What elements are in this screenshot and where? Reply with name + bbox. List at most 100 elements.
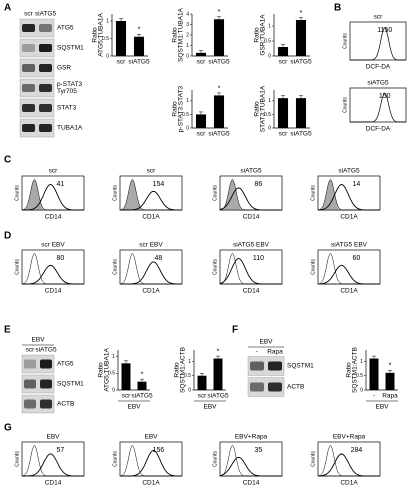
blot-band [40, 399, 52, 409]
sample-label: scr [49, 168, 59, 175]
row-label: p-STAT3 [57, 81, 82, 88]
blot-frame [19, 38, 55, 58]
x-tick-label: siATG5 [131, 393, 153, 400]
y-axis-label: Counts [112, 451, 118, 467]
y-axis-label: Ratio [346, 362, 353, 378]
y-axis-label: Counts [342, 97, 348, 113]
y-tick-label: 0.5 [102, 36, 109, 42]
blot-frame [19, 98, 55, 118]
group-label: EBV [203, 404, 217, 411]
bar [195, 52, 207, 56]
blot-band [22, 24, 35, 32]
histogram-curve [120, 450, 182, 477]
y-tick-label: 3 [186, 22, 189, 28]
mfi-value: 156 [153, 447, 165, 454]
row-label: TUBA1A [57, 125, 83, 132]
sample-label: siATG5 [240, 168, 262, 175]
row-label: SQSTM1 [57, 381, 84, 388]
y-tick-label: 1 [106, 18, 109, 24]
y-axis-label: Ratio [254, 27, 261, 43]
x-axis-label: CD1A [142, 288, 160, 295]
blot-frame [247, 356, 285, 376]
sample-label: EBV [46, 434, 60, 441]
y-axis-label: Counts [310, 185, 316, 201]
blot-band [40, 379, 52, 389]
blot-frame [19, 18, 55, 38]
blot-band [24, 399, 36, 409]
histogram-curve [350, 27, 406, 61]
y-tick-label: 1 [186, 98, 189, 104]
histogram-curve [22, 453, 84, 477]
sample-label: EBV [144, 434, 158, 441]
mfi-value: 14 [353, 181, 361, 188]
x-axis-label: DCF-DA [366, 64, 391, 71]
x-tick-label: scr [198, 393, 208, 400]
x-tick-label: scr [279, 59, 289, 66]
y-tick-label: 4 [186, 11, 189, 17]
y-axis-label: Ratio [172, 101, 179, 117]
y-axis-label: Ratio [254, 101, 261, 117]
panel-letter: G [4, 423, 12, 434]
row-label: Tyr705 [57, 88, 77, 95]
x-tick-label: - [373, 393, 375, 400]
y-axis-label: Counts [112, 259, 118, 275]
histogram-frame [349, 21, 407, 61]
blot-frame [19, 58, 55, 78]
x-axis-label: CD14 [45, 214, 62, 221]
y-tick-label: 1 [112, 354, 115, 360]
mfi-value: 57 [57, 447, 65, 454]
bar [133, 36, 145, 56]
blot-band [22, 84, 35, 92]
y-axis-label: Ratio [92, 27, 99, 43]
lane-label: scr [26, 347, 36, 354]
histogram-curve [219, 187, 282, 211]
group-label: EBV [375, 404, 389, 411]
blot-frame [247, 377, 285, 397]
blot-band [39, 64, 52, 72]
significance: * [217, 348, 220, 355]
sample-label: scr EBV [41, 242, 65, 249]
y-axis-label: Counts [14, 451, 20, 467]
x-tick-label: Rapa [382, 393, 398, 400]
mfi-value: 1150 [377, 27, 392, 34]
blot-band [22, 104, 35, 112]
blot-band [250, 382, 264, 392]
x-axis-label: DCF-DA [366, 126, 391, 133]
y-axis-label: Ratio [98, 362, 105, 378]
blot-header: EBV [31, 337, 45, 344]
bar [369, 358, 379, 390]
panel-letter: F [232, 325, 238, 336]
x-axis-label: CD1A [142, 480, 160, 487]
y-tick-label: 0 [268, 125, 271, 131]
lane-label: Rapa [267, 349, 283, 356]
mfi-value: 60 [353, 255, 361, 262]
mfi-value: 154 [153, 181, 165, 188]
lane-label: siATG5 [35, 347, 57, 354]
y-tick-label: 0 [112, 387, 115, 393]
sample-label: scr [147, 168, 157, 175]
panel-letter: E [4, 325, 11, 336]
blot-band [22, 124, 35, 132]
y-tick-label: 0.5 [264, 112, 271, 118]
blot-band [268, 382, 282, 392]
lane-label: siATG5 [35, 11, 57, 18]
mfi-value: 86 [255, 181, 263, 188]
row-label: ATG5 [57, 361, 74, 368]
histogram-frame [349, 87, 407, 123]
blot-band [40, 359, 52, 369]
blot-band [24, 359, 36, 369]
bar [213, 358, 223, 390]
bar [121, 363, 131, 390]
y-axis-label: Counts [212, 451, 218, 467]
row-label: STAT3 [57, 105, 77, 112]
x-tick-label: scr [197, 131, 207, 138]
y-tick-label: 1 [188, 359, 191, 365]
x-axis-label: CD1A [340, 480, 358, 487]
significance: * [218, 9, 221, 16]
significance: * [389, 363, 392, 370]
histogram-curve [318, 184, 380, 211]
y-tick-label: 0.5 [182, 112, 189, 118]
bar [137, 381, 147, 390]
bar [277, 47, 289, 56]
x-tick-label: siATG5 [208, 59, 230, 66]
